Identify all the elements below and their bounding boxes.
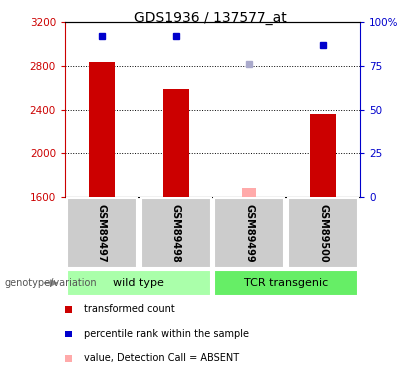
Text: GDS1936 / 137577_at: GDS1936 / 137577_at xyxy=(134,11,286,25)
Text: GSM89499: GSM89499 xyxy=(244,204,255,262)
Bar xyxy=(214,198,284,267)
Text: GSM89498: GSM89498 xyxy=(171,204,181,262)
Bar xyxy=(89,63,115,197)
Text: wild type: wild type xyxy=(113,278,164,288)
Text: TCR transgenic: TCR transgenic xyxy=(244,278,328,288)
Text: transformed count: transformed count xyxy=(84,304,175,315)
Text: percentile rank within the sample: percentile rank within the sample xyxy=(84,329,249,339)
Bar xyxy=(141,198,211,267)
Text: value, Detection Call = ABSENT: value, Detection Call = ABSENT xyxy=(84,353,239,363)
Bar xyxy=(67,270,211,296)
Bar xyxy=(67,198,137,267)
Text: GSM89497: GSM89497 xyxy=(97,204,107,262)
Text: genotype/variation: genotype/variation xyxy=(4,278,97,288)
Text: GSM89500: GSM89500 xyxy=(318,204,328,262)
Bar xyxy=(288,198,358,267)
Bar xyxy=(310,114,336,197)
Bar xyxy=(242,188,257,197)
Bar xyxy=(214,270,358,296)
Bar xyxy=(163,89,189,197)
